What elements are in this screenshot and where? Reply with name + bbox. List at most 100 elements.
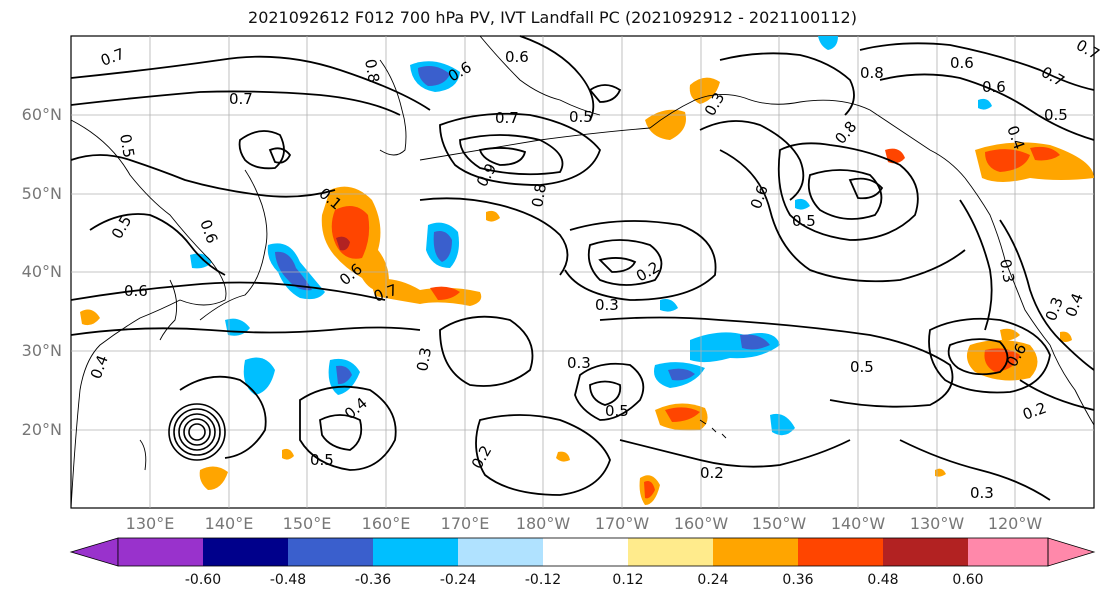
colorbar-tick-label: -0.48 [269,572,307,588]
contour-label: 0.5 [569,108,593,126]
blue-patch-sea [190,253,212,269]
colorbar-tick-label: -0.36 [354,572,392,588]
colorbar-tick-label: 0.60 [952,572,984,588]
contour-5 [70,281,386,301]
colorbar-bin [458,538,543,566]
contour-25 [319,414,363,451]
contour-7 [439,112,602,186]
contour-18 [719,149,966,283]
colorbar-tick-label: 0.24 [697,572,729,588]
contour-31 [1019,379,1095,411]
contour-12 [564,220,717,301]
contour-8 [459,134,564,176]
blue-patch-gulf [795,198,810,210]
lon-label: 130°E [125,514,175,533]
alaska-coast [649,94,966,179]
korea-coast [159,279,178,341]
lon-label: 170°E [440,514,490,533]
red-patch-south-hawaii [644,481,655,499]
contour-label: 0.8 [361,58,383,85]
lon-label: 160°W [673,514,729,533]
red-patch-dateline [430,286,460,300]
contour-36 [519,35,595,121]
colorbar-max-extend [1047,537,1096,567]
contour-label: 0.3 [996,258,1018,285]
blue-patch-midlat [660,299,678,312]
contour-24 [299,385,397,471]
japan-coast [199,169,268,321]
contour-label: 0.5 [1044,106,1068,124]
navy-patch-kamchatka [418,66,450,86]
contour-19 [599,316,954,408]
contour-label: 0.5 [850,358,874,376]
red-patch-baja [984,348,1020,372]
contour-label: 0.6 [982,78,1006,96]
contour-32 [899,439,1051,501]
orange-spot-7 [1060,331,1072,342]
contour-label: 0.6 [124,282,148,300]
navy-patch-central [433,231,452,262]
contour-37 [588,84,622,103]
colorbar-bin [288,538,373,566]
lon-label: 150°W [751,514,807,533]
colorbar-tick-label: -0.60 [184,572,222,588]
contour-label: 0.5 [792,212,816,230]
blue-patch-south [243,357,275,395]
tc-ring-1 [168,403,226,461]
contour-label: 0.5 [310,451,334,469]
contour-40 [179,375,267,459]
navy-patch-ne-pacific [740,334,770,350]
contour-label: 0.3 [567,354,591,372]
orange-spot-3 [282,448,294,460]
tc-ring-5 [188,423,206,441]
kamchatka-coast [379,59,407,156]
colorbar-tick-label: -0.12 [524,572,562,588]
colorbar-tick-label: 0.12 [612,572,644,588]
orange-spot-1 [199,466,228,490]
colorbar-bin [373,538,458,566]
colorbar-bin [118,538,203,566]
contour-22 [619,439,851,468]
contour-39 [268,147,292,164]
contour-label: 0.8 [860,64,884,82]
contour-label: 0.7 [229,90,253,108]
contour-label: 0.3 [595,296,619,314]
orange-patch-alaska-2 [689,77,720,104]
page-title: 2021092612 F012 700 hPa PV, IVT Landfall… [248,8,857,27]
orange-spot-6 [935,468,946,477]
siberia-coast [479,35,601,116]
contour-29 [959,199,993,331]
contour-label: 0.5 [605,402,629,420]
colorbar-bin [713,538,798,566]
tc-ring-2 [173,408,221,456]
contour-38 [238,130,285,170]
tropical-cyclone-contours [168,403,226,461]
colorbar-min-extend [69,537,119,567]
lat-label: 30°N [21,341,62,360]
contour-16 [807,169,883,220]
colorbar-bin [968,538,1048,566]
contour-20 [574,362,645,421]
asia-coast [70,119,227,509]
contour-11 [587,239,663,286]
orange-patch-alaska [645,109,686,140]
colorbar-bin [543,538,628,566]
tc-ring-3 [178,413,216,451]
orange-patch-dateline [370,278,482,306]
red-patch-bc-coast-2 [1030,146,1060,161]
contour-6 [70,326,421,336]
contour-27 [928,317,1051,394]
lat-label: 60°N [21,105,62,124]
contour-1 [70,55,431,111]
contour-label: 0.5 [116,133,138,160]
hawaii-islands [699,419,727,439]
taiwan-coast [139,439,147,471]
contour-label: 0.2 [700,464,724,482]
colorbar-bin [798,538,883,566]
contour-13 [598,257,637,273]
lon-label: 150°E [282,514,332,533]
contour-34 [859,42,1095,91]
contour-30 [999,219,1095,371]
lon-label: 120°W [987,514,1043,533]
